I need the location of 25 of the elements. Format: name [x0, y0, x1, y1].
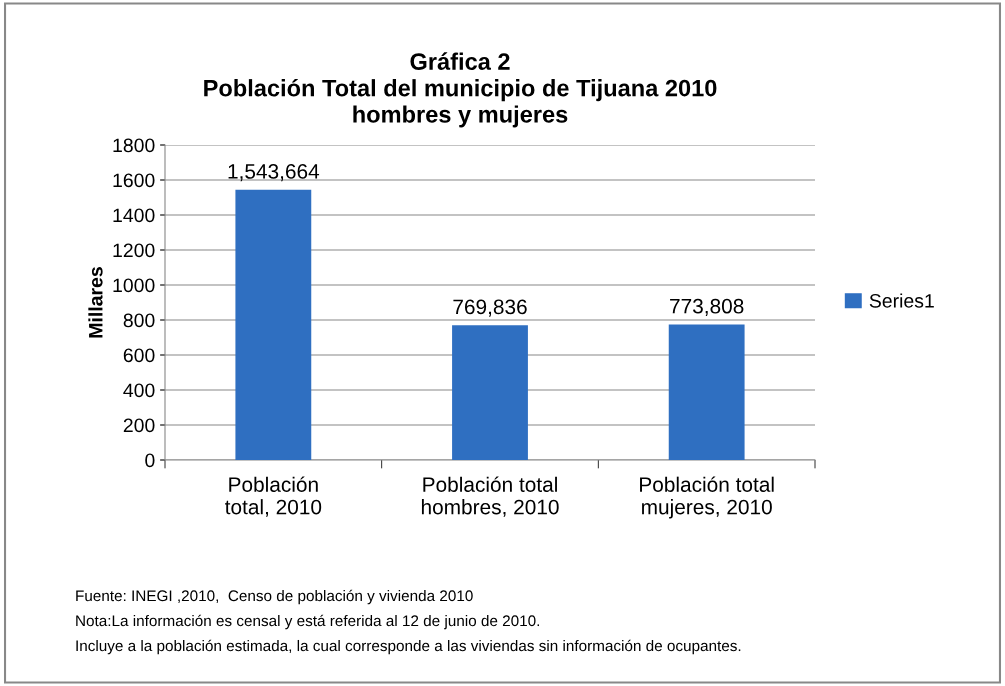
bar [668, 324, 745, 460]
y-tick-label: 1200 [113, 243, 155, 258]
y-tick-label: 400 [123, 383, 155, 398]
text: Nota:La información es censal y está referida al 12 de junio de 2010. [76, 614, 540, 630]
annotation: 773,808 [670, 298, 744, 316]
y-tick-label: 600 [123, 348, 155, 363]
annotation: 769,836 [453, 299, 527, 317]
y-tick-label: 0 [145, 453, 155, 468]
annotation: 1,543,664 [228, 164, 320, 182]
y-tick-label: 800 [123, 313, 155, 328]
y-tick-label: 1800 [113, 138, 155, 153]
bar [452, 325, 528, 460]
x-tick-label: Población total hombres, 2010 [421, 476, 559, 517]
x-tick-label: Población total mujeres, 2010 [640, 476, 774, 519]
y-tick-label: 200 [123, 418, 155, 433]
chart-title: Gráfica 2 Población Total del municipio de Tijuana 2010 hombres y mujeres [204, 52, 717, 128]
text: Incluye a la población estimada, la cual corresponde a las viviendas sin información de ocupantes. [76, 639, 741, 655]
x-tick-label: Población total, 2010 [225, 476, 322, 517]
y-tick-label: 1400 [113, 208, 155, 223]
bar [235, 189, 312, 460]
source-note: Fuente: INEGI ,2010, Censo de población y vivienda 2010 [76, 589, 473, 605]
y-axis-title: Millares [88, 267, 103, 338]
legend-label: Series1 [869, 293, 934, 308]
y-tick-label: 1600 [113, 173, 155, 188]
y-tick-label: 1000 [113, 278, 155, 293]
